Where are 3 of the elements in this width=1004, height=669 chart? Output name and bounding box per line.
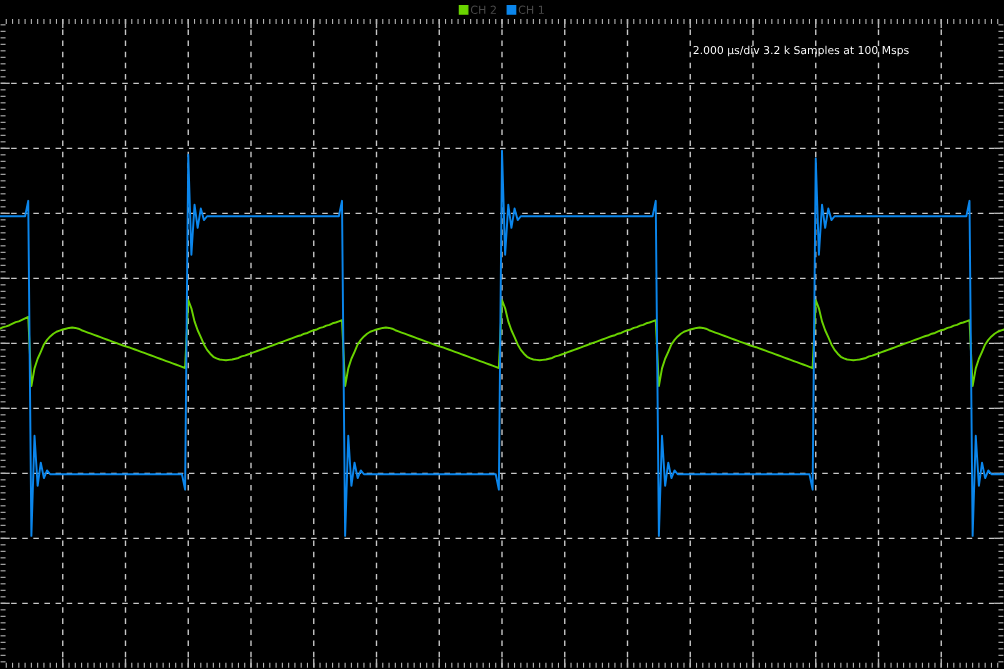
text: 2.000 µs/div 3.2 k Samples at 100 Msps <box>693 45 909 57</box>
legend-label: CH 2 <box>470 5 496 14</box>
legend-label: CH 1 <box>518 5 544 14</box>
